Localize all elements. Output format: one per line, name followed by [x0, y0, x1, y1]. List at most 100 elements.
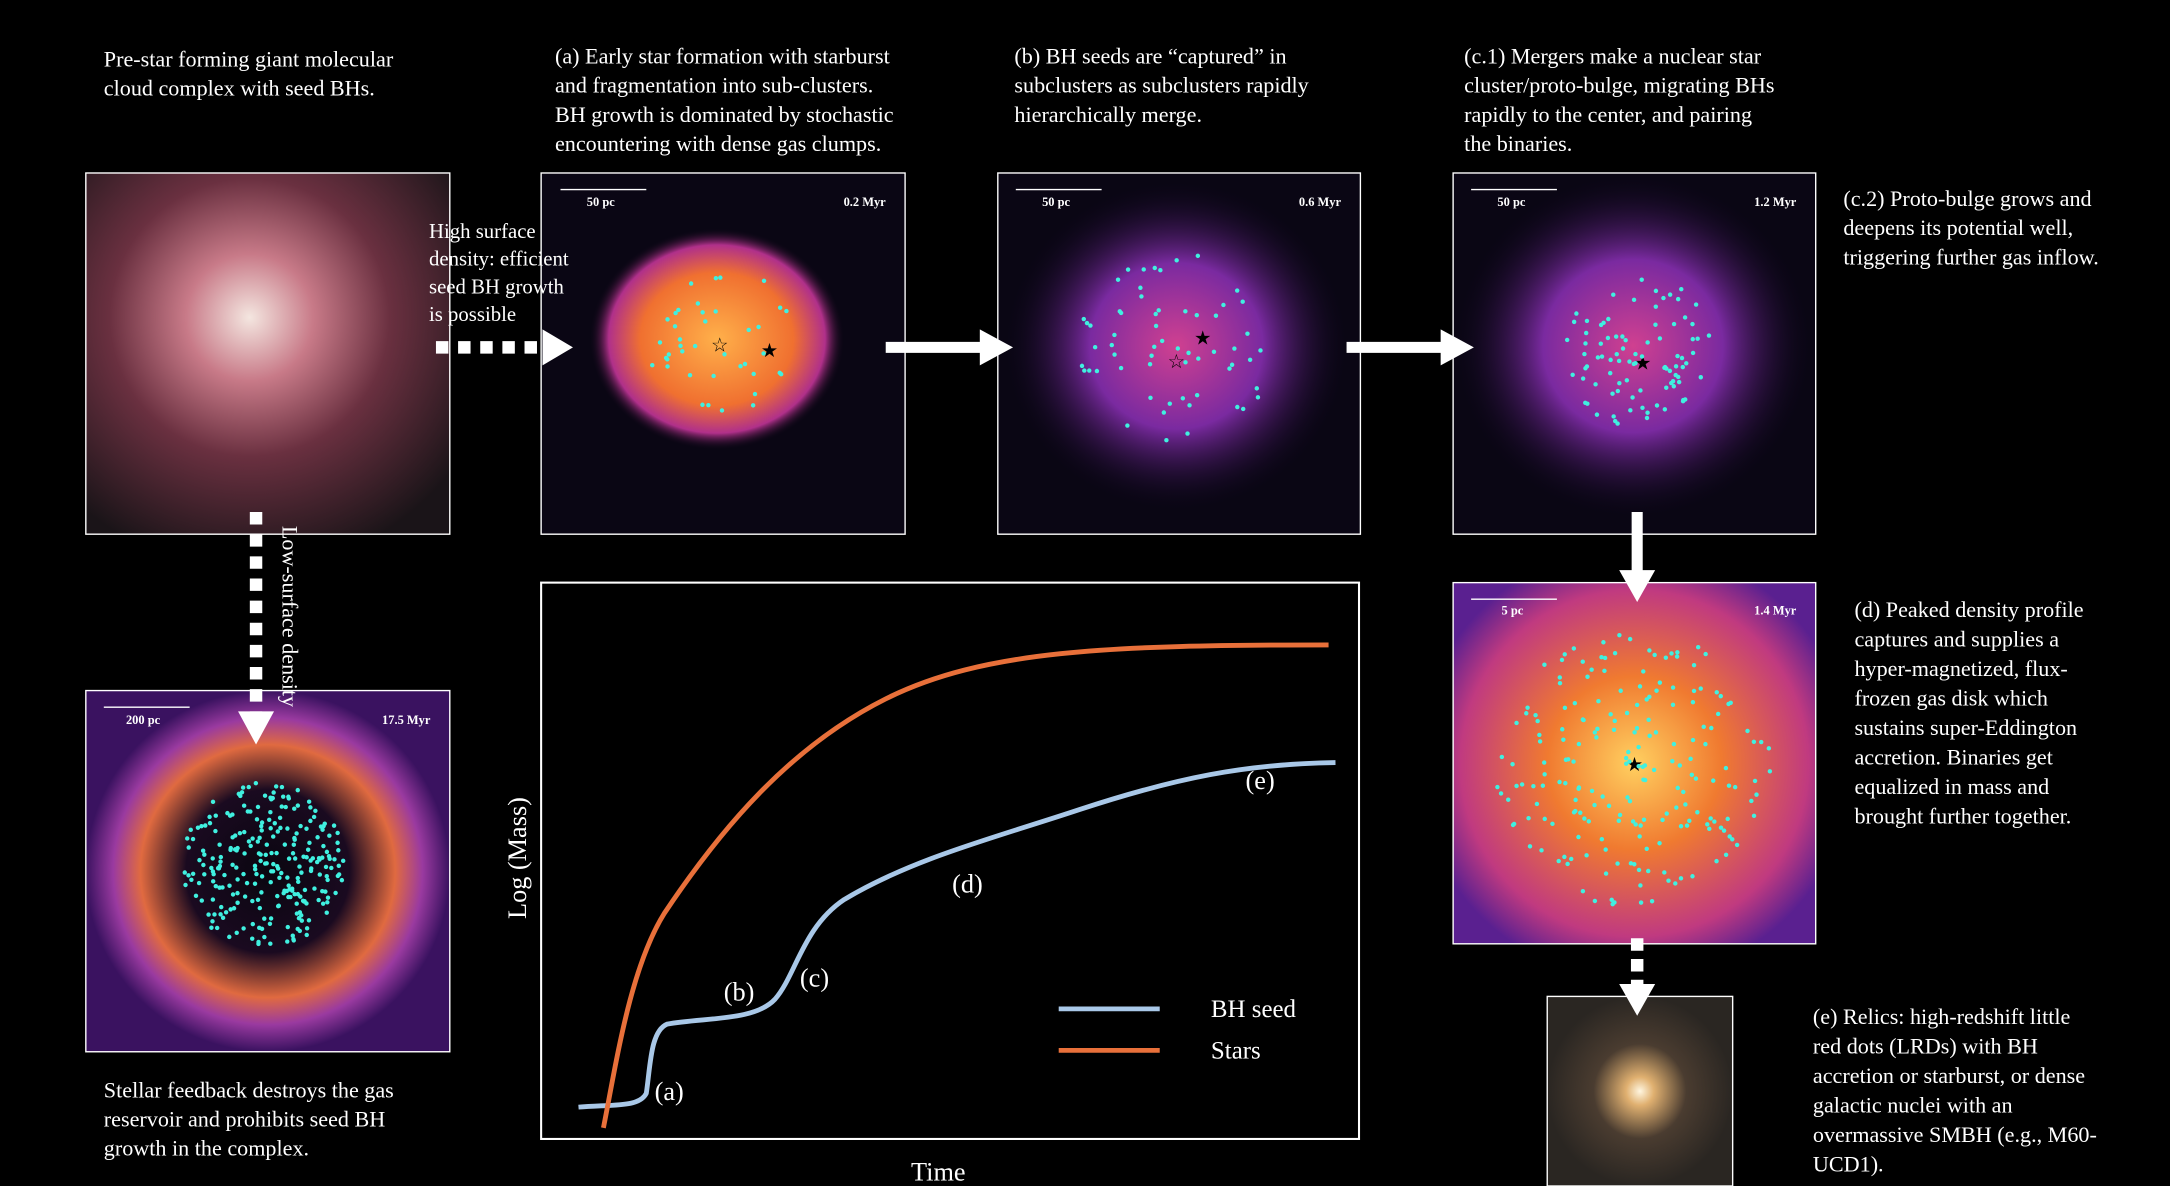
particle: [1167, 401, 1173, 406]
particle: [264, 842, 270, 847]
particle: [1082, 368, 1087, 373]
particle: [277, 815, 283, 821]
caption: subclusters as subclusters rapidly: [1014, 73, 1308, 98]
particle: [1525, 705, 1530, 710]
particle: [1534, 801, 1540, 807]
particle: [1603, 847, 1608, 852]
caption: (c.1) Mergers make a nuclear star: [1464, 44, 1762, 69]
particle: [1550, 821, 1555, 827]
particle: [1675, 374, 1681, 380]
particle: [336, 848, 341, 853]
arrows: Low-surface density: [238, 329, 1656, 1016]
particle: [304, 932, 309, 938]
particle: [742, 361, 748, 367]
particle: [240, 785, 246, 790]
particle: [1653, 730, 1659, 735]
particle: [1618, 688, 1623, 693]
particle: [1595, 355, 1601, 360]
particle: [210, 897, 216, 902]
particle: [1624, 710, 1630, 716]
particle: [665, 364, 670, 369]
caption: rapidly to the center, and pairing: [1464, 102, 1752, 127]
particle: [1221, 302, 1226, 308]
particle: [1680, 364, 1686, 370]
particle: [1664, 385, 1669, 390]
particle: [1728, 700, 1733, 706]
particle: [650, 362, 655, 368]
particle: [1639, 277, 1644, 282]
particle: [1657, 841, 1662, 846]
particle: [200, 848, 206, 853]
particle: [262, 793, 268, 798]
particle: [1615, 861, 1620, 866]
particle: [1571, 646, 1577, 651]
particle: [1606, 803, 1612, 809]
particle: [1519, 782, 1525, 787]
caption: brought further together.: [1854, 804, 2071, 829]
particle: [1247, 357, 1253, 363]
particle: [703, 319, 708, 324]
plot: Log (Mass) Time BH seed Stars (a) (b) (c) (d)…: [503, 581, 1361, 1186]
particle: [1601, 320, 1606, 325]
particle: [255, 897, 261, 903]
particle: [275, 829, 281, 834]
particle: [1611, 292, 1616, 297]
particle: [297, 910, 303, 915]
particle: [1542, 662, 1547, 667]
particle: [1620, 346, 1626, 351]
curve: [601, 642, 1329, 1129]
particle: [1611, 727, 1617, 733]
particle: [1592, 802, 1597, 808]
particle: [1584, 853, 1589, 858]
particle: [294, 901, 299, 906]
particle: [1158, 267, 1163, 273]
panel-labels: 50 pc 0.2 Myr 50 pc 0.6 Myr 50 pc 1.2 My…: [103, 188, 1797, 727]
particle: [1670, 758, 1675, 764]
particle: [203, 823, 208, 828]
particle: [1653, 322, 1658, 327]
particle: [1598, 341, 1604, 346]
particle: [188, 827, 193, 833]
particle: [268, 826, 273, 831]
particle: [235, 900, 240, 905]
particle: [1141, 267, 1146, 272]
particle: [209, 925, 214, 930]
particle: [1161, 410, 1167, 415]
particle: [1164, 437, 1169, 443]
particle: [1718, 825, 1724, 830]
particle: [1196, 356, 1201, 361]
particle: [282, 888, 287, 893]
particle: [1633, 822, 1638, 827]
caption: hyper-magnetized, flux-: [1854, 656, 2067, 681]
particle: [246, 784, 251, 790]
particle: [1623, 338, 1628, 343]
particle: [190, 871, 196, 877]
particle: [1195, 253, 1201, 259]
star-particles: [182, 253, 1773, 947]
particle: [1666, 878, 1671, 883]
particle: [1254, 386, 1260, 391]
arrow-head: [1619, 983, 1656, 1016]
panel-feedback: [85, 689, 451, 1053]
particle: [1571, 759, 1576, 764]
particle: [1644, 846, 1649, 852]
caption: growth in the complex.: [104, 1136, 309, 1161]
particle: [202, 872, 207, 877]
particle: [1574, 311, 1579, 316]
particle: [1240, 299, 1245, 304]
particle: [1677, 763, 1683, 768]
particle: [1227, 366, 1232, 371]
particle: [313, 808, 318, 814]
particle: [195, 825, 201, 830]
particle: [1657, 680, 1663, 685]
particle: [1766, 746, 1772, 751]
caption: BH growth is dominated by stochastic: [555, 102, 894, 127]
particle: [1573, 808, 1578, 814]
particle: [1527, 844, 1533, 849]
particle: [1645, 340, 1650, 345]
particle: [1571, 319, 1577, 325]
particle: [1138, 285, 1143, 290]
particle: [286, 796, 292, 801]
particle: [1234, 288, 1240, 293]
particle: [1638, 883, 1643, 888]
